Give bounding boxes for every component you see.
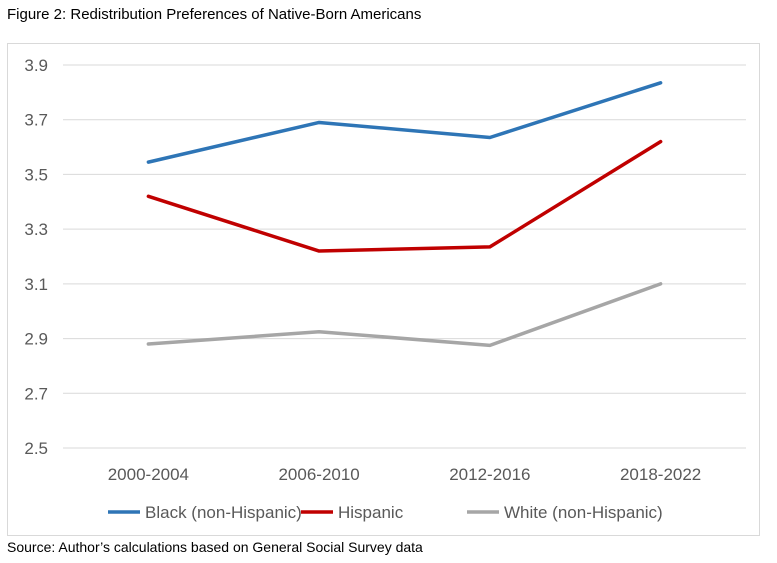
series-line-2 [146, 282, 663, 348]
y-tick-label: 3.3 [24, 220, 48, 239]
y-axis-ticks: 2.5 2.7 2.9 3.1 3.3 3.5 3.7 3.9 [24, 56, 48, 458]
x-axis-ticks: 2000-2004 2006-2010 2012-2016 2018-2022 [108, 465, 702, 484]
line-chart: 2.5 2.7 2.9 3.1 3.3 3.5 3.7 3.9 2000-2004 2006-2… [24, 56, 746, 522]
y-tick-label: 2.9 [24, 330, 48, 349]
series-line-1 [146, 139, 663, 253]
y-tick-label: 3.7 [24, 111, 48, 130]
legend-label: Black (non-Hispanic) [145, 503, 302, 522]
series-line-0 [146, 81, 663, 164]
legend-label: Hispanic [338, 503, 404, 522]
figure-source: Source: Author’s calculations based on G… [7, 539, 423, 555]
gridlines [63, 64, 746, 449]
x-tick-label: 2012-2016 [449, 465, 530, 484]
x-tick-label: 2018-2022 [620, 465, 701, 484]
y-tick-label: 2.5 [24, 439, 48, 458]
series-lines [146, 81, 663, 348]
legend: Black (non-Hispanic) Hispanic White (non-H… [108, 503, 663, 522]
y-tick-label: 3.1 [24, 275, 48, 294]
chart-frame: 2.5 2.7 2.9 3.1 3.3 3.5 3.7 3.9 2000-2004 2006-2… [7, 43, 760, 536]
legend-label: White (non-Hispanic) [504, 503, 663, 522]
y-tick-label: 2.7 [24, 384, 48, 403]
y-tick-label: 3.5 [24, 165, 48, 184]
x-tick-label: 2000-2004 [108, 465, 189, 484]
figure-title: Figure 2: Redistribution Preferences of … [7, 6, 422, 23]
y-tick-label: 3.9 [24, 56, 48, 75]
x-tick-label: 2006-2010 [278, 465, 359, 484]
